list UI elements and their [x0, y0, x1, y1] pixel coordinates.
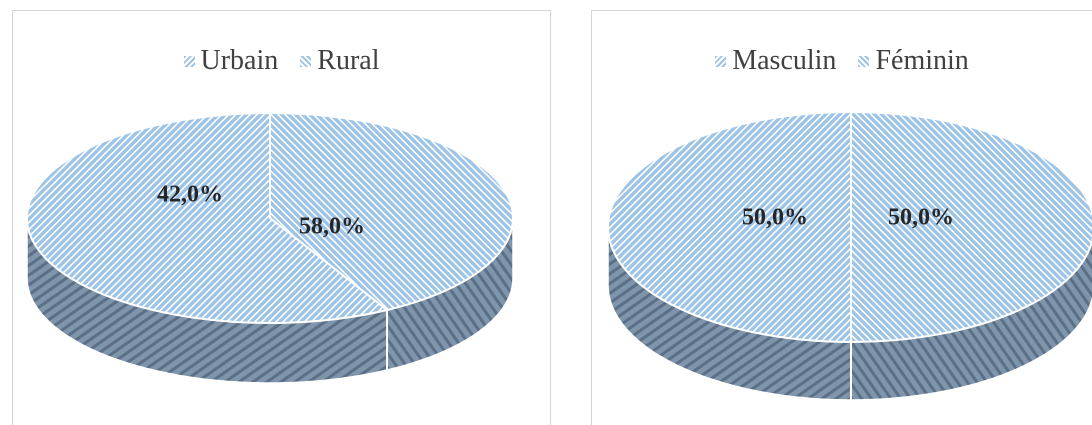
pie-data-label-urbain: 42,0%	[157, 182, 223, 208]
pie-slice-masculin	[850, 110, 1092, 344]
pie-chart-plot: 50,0% 50,0%	[607, 110, 1092, 401]
pie-slice-urbain	[269, 111, 514, 312]
chart-urbain-rural: Urbain Rural 42,0% 58,0%	[12, 10, 551, 425]
legend-swatch-feminin	[858, 55, 870, 67]
pie-slice-féminin	[607, 110, 852, 344]
pie-data-label-masculin: 50,0%	[742, 205, 808, 231]
legend-swatch-urbain	[183, 55, 195, 67]
pie-slice-rural	[26, 111, 390, 324]
legend-label-feminin: Féminin	[875, 45, 969, 76]
pie-data-label-féminin: 50,0%	[888, 205, 954, 231]
legend-label-urbain: Urbain	[200, 45, 279, 76]
legend-label-masculin: Masculin	[732, 45, 837, 76]
chart-legend: Urbain Rural	[13, 45, 550, 77]
legend-label-rural: Rural	[317, 45, 380, 76]
legend-item-feminin: Féminin	[858, 45, 969, 77]
legend-swatch-masculin	[715, 55, 727, 67]
legend-item-masculin: Masculin	[715, 45, 836, 77]
chart-masculin-feminin: Masculin Féminin 50,0% 50,0%	[591, 10, 1092, 425]
legend-item-rural: Rural	[300, 45, 379, 77]
chart-legend: Masculin Féminin	[592, 45, 1092, 77]
pie-chart-plot: 42,0% 58,0%	[26, 111, 514, 384]
legend-item-urbain: Urbain	[183, 45, 279, 77]
pie-data-label-rural: 58,0%	[299, 214, 365, 240]
legend-swatch-rural	[300, 55, 312, 67]
